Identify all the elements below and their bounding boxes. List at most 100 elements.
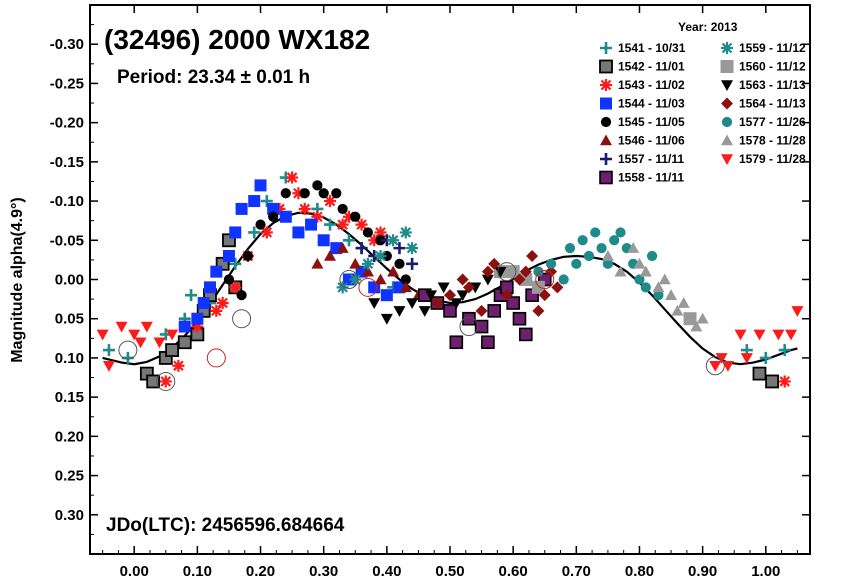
- data-point: [236, 290, 247, 301]
- data-point: [696, 312, 709, 324]
- data-point: [387, 265, 400, 277]
- legend-item: 1579 - 11/28: [719, 151, 806, 166]
- data-point: [740, 353, 753, 364]
- data-point: [361, 257, 374, 270]
- series-1564-11-13: [431, 249, 564, 317]
- data-point: [380, 289, 393, 302]
- legend-marker: [721, 116, 733, 128]
- data-point: [374, 249, 387, 262]
- ring-marker: [206, 348, 226, 368]
- data-point: [368, 234, 381, 247]
- y-tick-label: -0.20: [50, 115, 84, 132]
- data-point: [545, 258, 557, 269]
- legend-marker: [599, 170, 613, 185]
- x-tick-label: 0.00: [120, 563, 149, 580]
- data-point: [254, 179, 267, 192]
- x-tick-label: 0.30: [309, 563, 338, 580]
- legend-item: 1542 - 11/01: [598, 58, 685, 74]
- data-point: [375, 235, 386, 246]
- data-point: [494, 266, 507, 278]
- data-point: [368, 281, 381, 294]
- legend-label: 1544 - 11/03: [618, 97, 685, 111]
- data-point: [532, 304, 545, 317]
- data-point: [545, 265, 558, 278]
- data-point: [393, 242, 406, 255]
- data-point: [759, 351, 772, 364]
- data-point: [292, 226, 305, 239]
- data-point: [715, 353, 728, 364]
- data-point: [400, 274, 411, 285]
- data-point: [399, 226, 412, 239]
- data-point: [462, 281, 475, 294]
- y-tick-label: 0.15: [55, 389, 84, 406]
- legend-label: 1545 - 11/05: [618, 115, 685, 129]
- ring-marker: [156, 371, 176, 391]
- data-point: [512, 311, 527, 326]
- legend-marker: [599, 59, 613, 74]
- data-point: [349, 273, 362, 286]
- legend-label: 1564 - 11/13: [739, 97, 806, 111]
- data-point: [734, 329, 747, 341]
- data-point: [500, 289, 513, 302]
- data-point: [292, 187, 305, 200]
- x-tick-label: 0.70: [562, 563, 591, 580]
- data-point: [102, 360, 115, 372]
- data-point: [260, 195, 273, 208]
- legend-label: 1559 - 11/12: [739, 41, 806, 55]
- data-point: [229, 281, 242, 294]
- series-1578-11-28: [601, 242, 709, 332]
- data-point: [653, 290, 664, 301]
- data-point: [487, 304, 502, 318]
- data-point: [380, 313, 393, 325]
- data-point: [153, 337, 166, 349]
- x-axis: 0.00 0.10 0.20 0.30 0.40 0.50 0.60 0.70 0.80 0.90…: [102, 5, 798, 580]
- legend-label: 1579 - 11/28: [739, 152, 806, 166]
- legend-label: 1543 - 11/02: [618, 78, 685, 92]
- data-point: [229, 226, 242, 239]
- data-point: [305, 218, 318, 231]
- data-point: [393, 306, 406, 317]
- legend: 1541 - 10/31 1542 - 11/01 1543 - 11/02 1544…: [598, 40, 806, 185]
- data-point: [324, 218, 336, 231]
- data-point: [488, 257, 501, 270]
- data-point: [633, 257, 646, 269]
- data-point: [590, 227, 601, 238]
- y-tick-label: -0.10: [50, 193, 84, 210]
- data-point: [406, 242, 419, 255]
- chart-subtitle: Period: 23.34 ± 0.01 h: [117, 67, 310, 88]
- data-point: [481, 335, 495, 350]
- legend-item: 1557 - 11/11: [598, 151, 684, 166]
- data-point: [677, 297, 690, 308]
- data-point: [513, 273, 526, 286]
- data-point: [355, 218, 368, 231]
- data-points: [96, 171, 804, 389]
- data-point: [178, 320, 191, 333]
- legend-label: 1563 - 11/13: [739, 78, 806, 92]
- data-point: [96, 329, 109, 341]
- data-point: [481, 274, 494, 286]
- data-point: [571, 258, 582, 269]
- data-point: [140, 321, 153, 333]
- data-point: [778, 344, 791, 357]
- y-axis-title: Magnitude alpha(4.9°): [9, 197, 26, 363]
- data-point: [583, 250, 595, 262]
- y-axis: -0.30 -0.25 -0.20 -0.15 -0.10 -0.05 0.00 0.05 0.…: [50, 4, 810, 555]
- data-point: [399, 281, 412, 293]
- data-point: [159, 375, 172, 388]
- data-point: [418, 306, 431, 317]
- data-point: [298, 202, 311, 215]
- data-point: [394, 258, 405, 269]
- data-point: [558, 274, 569, 285]
- data-point: [134, 337, 147, 349]
- legend-label: 1560 - 11/12: [739, 60, 806, 74]
- ring-marker: [232, 309, 252, 329]
- y-tick-label: -0.30: [50, 36, 84, 53]
- data-point: [128, 329, 141, 341]
- legend-item: 1546 - 11/06: [598, 132, 685, 148]
- legend-item: 1558 - 11/11: [598, 169, 684, 185]
- data-point: [115, 321, 128, 333]
- legend-marker: [600, 153, 612, 165]
- data-point: [627, 242, 640, 253]
- legend-item: 1577 - 11/26: [719, 114, 806, 129]
- data-point: [280, 188, 291, 199]
